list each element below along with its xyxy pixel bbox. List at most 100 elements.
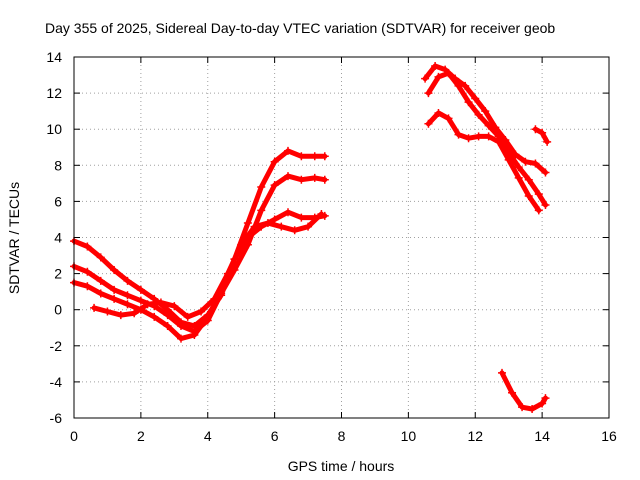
data-point xyxy=(474,110,483,119)
data-point xyxy=(90,303,99,312)
x-tick-label: 0 xyxy=(70,428,78,444)
x-tick-label: 10 xyxy=(401,428,417,444)
data-point xyxy=(481,107,490,116)
data-point xyxy=(270,181,279,190)
data-point xyxy=(310,173,319,182)
y-tick-label: 8 xyxy=(54,157,62,173)
data-point xyxy=(524,191,533,200)
data-point xyxy=(421,74,430,83)
data-point xyxy=(514,173,523,182)
data-point xyxy=(110,265,119,274)
grid xyxy=(74,57,609,418)
data-point xyxy=(494,137,503,146)
data-point xyxy=(237,240,246,249)
data-point xyxy=(297,213,306,222)
x-tick-label: 4 xyxy=(204,428,212,444)
series-line-track-a xyxy=(71,148,328,329)
data-point xyxy=(83,267,92,276)
data-point xyxy=(203,312,212,321)
data-point xyxy=(284,146,292,155)
data-point xyxy=(257,182,266,191)
data-point xyxy=(531,159,540,168)
data-point xyxy=(177,334,185,343)
data-point xyxy=(538,128,547,137)
tick-labels: 0 2 4 6 8 10 12 14 16 -6 -4 -2 0 2 4 6 8 10 12 14 xyxy=(46,49,617,444)
data-point xyxy=(277,222,286,231)
data-point xyxy=(123,291,132,300)
data-point xyxy=(434,72,443,81)
data-point xyxy=(143,300,152,309)
y-tick-label: -2 xyxy=(50,338,63,354)
x-axis-label: GPS time / hours xyxy=(288,458,395,474)
data-point xyxy=(190,330,199,339)
y-tick-label: 14 xyxy=(46,49,62,65)
series-line-track-h xyxy=(532,126,550,145)
data-point xyxy=(461,81,470,90)
data-point xyxy=(83,242,92,251)
data-point xyxy=(116,311,125,320)
data-point xyxy=(243,219,252,228)
x-tick-label: 2 xyxy=(137,428,145,444)
data-series xyxy=(70,62,552,413)
data-point xyxy=(484,132,493,141)
data-point xyxy=(96,253,105,262)
data-point xyxy=(123,300,132,309)
data-point xyxy=(531,125,540,134)
data-point xyxy=(310,152,319,161)
data-point xyxy=(123,276,132,285)
data-point xyxy=(110,294,119,303)
data-point xyxy=(130,309,139,318)
y-tick-label: 2 xyxy=(54,266,62,282)
data-point xyxy=(103,307,112,316)
data-point xyxy=(541,394,550,403)
data-point xyxy=(297,152,306,161)
data-point xyxy=(524,175,533,184)
data-point xyxy=(454,130,463,139)
data-point xyxy=(163,321,172,330)
data-point xyxy=(270,215,279,224)
data-point xyxy=(136,285,145,294)
data-point xyxy=(504,155,513,164)
data-point xyxy=(136,296,145,305)
data-point xyxy=(320,152,329,161)
data-point xyxy=(538,399,547,408)
data-point xyxy=(431,62,440,71)
y-tick-label: -6 xyxy=(50,410,63,426)
data-point xyxy=(270,157,279,166)
y-tick-label: 4 xyxy=(54,230,62,246)
data-point xyxy=(317,210,326,219)
data-point xyxy=(518,403,527,412)
data-point xyxy=(508,388,517,397)
x-tick-label: 8 xyxy=(338,428,346,444)
data-point xyxy=(534,206,543,215)
data-point xyxy=(320,175,329,184)
data-point xyxy=(424,89,433,98)
data-point xyxy=(424,119,433,128)
data-point xyxy=(150,312,159,321)
x-tick-label: 16 xyxy=(601,428,617,444)
x-tick-label: 6 xyxy=(271,428,279,444)
data-point xyxy=(444,69,453,78)
data-point xyxy=(534,190,543,199)
data-point xyxy=(263,219,272,228)
data-point xyxy=(528,404,537,413)
data-point xyxy=(434,108,443,117)
data-point xyxy=(177,321,185,330)
data-point xyxy=(156,298,165,307)
data-point xyxy=(210,294,219,303)
data-point xyxy=(284,208,292,217)
data-point xyxy=(454,81,463,90)
data-point xyxy=(444,114,453,123)
data-point xyxy=(83,282,92,291)
data-point xyxy=(297,175,306,184)
data-point xyxy=(498,368,506,377)
data-point xyxy=(471,94,480,103)
data-point xyxy=(290,226,299,235)
y-tick-label: 10 xyxy=(46,121,62,137)
data-point xyxy=(96,289,105,298)
y-tick-label: 0 xyxy=(54,302,62,318)
x-tick-label: 14 xyxy=(534,428,550,444)
data-point xyxy=(541,201,550,210)
data-point xyxy=(464,98,473,107)
